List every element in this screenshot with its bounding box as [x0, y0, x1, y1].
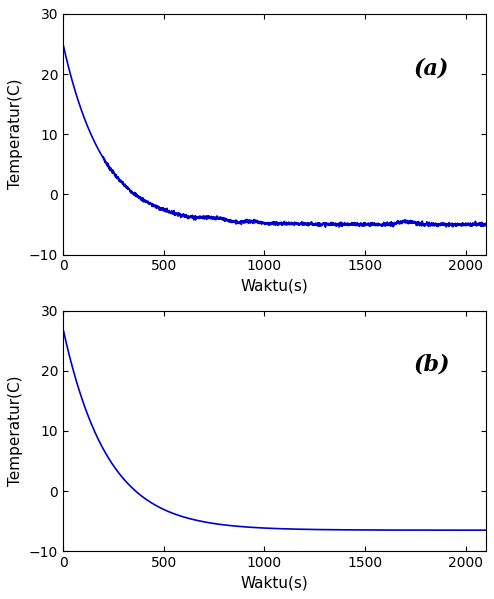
Y-axis label: Temperatur(C): Temperatur(C) [8, 376, 23, 486]
Text: (b): (b) [414, 354, 451, 376]
X-axis label: Waktu(s): Waktu(s) [241, 279, 308, 294]
Y-axis label: Temperatur(C): Temperatur(C) [8, 79, 23, 189]
Text: (a): (a) [414, 57, 449, 79]
X-axis label: Waktu(s): Waktu(s) [241, 576, 308, 591]
